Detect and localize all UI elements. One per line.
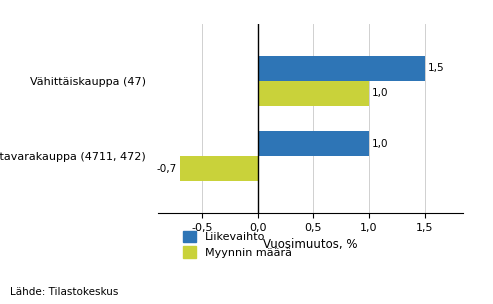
Bar [258, 56, 424, 81]
Text: 1,0: 1,0 [372, 88, 389, 98]
Bar [258, 131, 369, 156]
Text: 1,5: 1,5 [428, 64, 445, 74]
Legend: Liikevaihto, Myynnin määrä: Liikevaihto, Myynnin määrä [183, 230, 292, 258]
Text: Lähde: Tilastokeskus: Lähde: Tilastokeskus [10, 287, 118, 297]
X-axis label: Vuosimuutos, %: Vuosimuutos, % [263, 238, 358, 251]
Text: -0,7: -0,7 [156, 164, 176, 174]
Text: 1,0: 1,0 [372, 139, 389, 149]
Bar [180, 156, 258, 181]
Bar [258, 81, 369, 106]
